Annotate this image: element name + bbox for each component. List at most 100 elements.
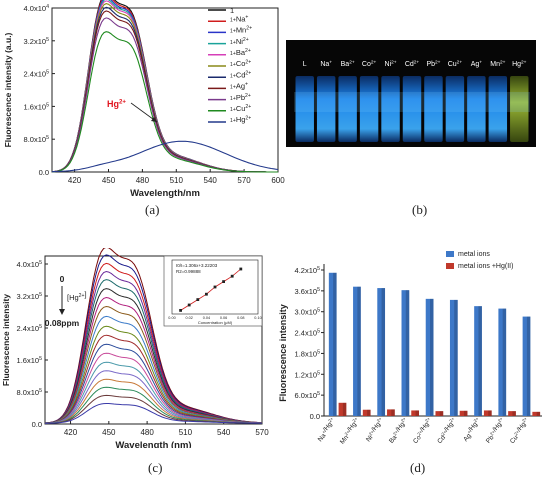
y-tick-label-c: 2.4x105 [17, 324, 43, 333]
vial [359, 76, 379, 142]
bar-shade [502, 308, 507, 416]
inset-point [205, 292, 208, 296]
panel-label-d: (d) [410, 460, 426, 475]
plot-frame-c [44, 255, 263, 425]
y-tick-label-d: 1.2x105 [295, 370, 321, 379]
legend-swatch-d [446, 263, 454, 269]
bar-shade [405, 290, 410, 416]
inset-point [239, 267, 243, 271]
category-label-d: Ag+/Hg2+ [459, 416, 484, 443]
inset-plot-frame [171, 259, 259, 315]
x-tick-label-c: 450 [102, 428, 116, 437]
y-tick-label-d: 2.4x105 [295, 329, 321, 338]
legend-label-a: 1+Mn2+ [230, 26, 252, 35]
annotation-label-c: [Hg2+] [67, 290, 87, 302]
vial-label: Ag+ [471, 60, 483, 68]
bar-shade [381, 288, 386, 416]
bar-shade [488, 410, 492, 416]
legend-label-a: 1+Ag+ [230, 82, 248, 91]
bar-metal-ions-hg [483, 410, 492, 416]
vial-label: Pb2+ [426, 59, 440, 68]
spectrum-line-a [51, 140, 279, 173]
category-label-d: Mn2+/Hg2+ [336, 416, 363, 446]
legend-label-d: metal ions [458, 251, 490, 258]
y-tick-label-d: 6.0x105 [295, 391, 321, 400]
x-tick-label-a: 570 [237, 176, 251, 185]
vial-label: Ba2+ [341, 59, 355, 68]
x-axis-title-a: Wavelength/nm [130, 188, 200, 199]
inset-frame [163, 255, 263, 327]
vial [381, 76, 400, 142]
y-tick-label-a: 4.0x104 [24, 4, 50, 13]
legend-label-a: 1+Hg2+ [230, 115, 251, 124]
bar-metal-ions [353, 286, 361, 416]
inset-x-tick-label: 0.02 [186, 316, 193, 320]
x-tick-label-a: 450 [102, 176, 116, 185]
annotation-arrowhead-a [151, 117, 157, 122]
vial-photo: L Na+ Ba2+ Co2+ Ni2+ Cd2+ Pb2+ Cu2+ Ag+ Mn2+ Hg2+ [286, 40, 536, 147]
y-tick-label-c: 3.2x105 [17, 292, 43, 301]
category-label-d: Ba2+/Hg2+ [385, 416, 412, 445]
legend-label-a: 1+Co2+ [230, 59, 251, 68]
y-tick-label-a: 0.0 [39, 168, 49, 177]
bar-metal-ions-hg [362, 409, 371, 416]
bar-metal-ions [474, 306, 482, 416]
y-tick-label-d: 3.6x105 [295, 287, 321, 296]
x-tick-label-c: 480 [140, 428, 154, 437]
y-tick-label-d: 3.0x105 [295, 308, 321, 317]
vial [510, 76, 529, 142]
chart-a: 420 450 480 510 540 570 600 0.0 8.0x105 1.6x105 2.… [3, 0, 285, 199]
panel-label-c: (c) [148, 460, 163, 475]
x-tick-label-c: 510 [179, 428, 193, 437]
plot-frame-a [51, 7, 279, 173]
inset-x-tick-label: 0.10 [254, 316, 261, 320]
inset-x-tick-label: 0.06 [220, 316, 227, 320]
inset-fit-line [180, 268, 242, 311]
legend-label-d: metal ions +Hg(II) [458, 263, 513, 270]
inset-x-title: Concentration (μM) [198, 320, 233, 325]
annotation-top-c: 0 [60, 274, 65, 284]
y-tick-label-c: 4.0x105 [17, 260, 43, 269]
y-tick-label-c: 0.0 [32, 420, 42, 429]
inset-x-tick-label: 0.08 [237, 316, 244, 320]
y-tick-label-c: 1.6x105 [17, 356, 43, 365]
glow-band [294, 92, 530, 112]
bar-shade [415, 410, 420, 416]
bar-metal-ions [328, 272, 337, 416]
bar-metal-ions [401, 290, 410, 416]
legend-label-a: 1 [230, 6, 234, 15]
bar-shade [526, 316, 531, 416]
bar-metal-ions-hg [338, 402, 347, 416]
bar-shade [454, 299, 458, 416]
bar-shade [478, 306, 482, 416]
legend-label-a: 1+Na+ [230, 14, 248, 23]
bar-metal-ions [377, 288, 386, 416]
x-tick-label-c: 570 [255, 428, 269, 437]
bar-metal-ions-hg [459, 410, 468, 416]
inset-r2: R2=0.99888 [176, 269, 201, 274]
vial [338, 76, 357, 142]
inset-x-tick-label: 0.00 [168, 316, 175, 320]
annotation-bottom-c: 0.08ppm [45, 318, 80, 328]
inset-point [230, 274, 234, 278]
legend-label-a: 1+Pb2+ [230, 93, 251, 102]
x-tick-label-c: 420 [64, 428, 78, 437]
inset-equation: I0/I=1.306x+3.22203 [176, 263, 218, 268]
y-axis-title-d: Fluorescence intensity [278, 304, 288, 402]
hg-annotation-a: Hg2+ [107, 99, 126, 109]
bar-shade [391, 409, 395, 416]
panel-label-a: (a) [145, 202, 160, 217]
vial [295, 76, 314, 142]
bar-shade [333, 272, 337, 416]
legend-swatch-d [446, 251, 454, 257]
bar-shade [342, 402, 347, 416]
bar-shade [439, 411, 444, 416]
vial [488, 76, 508, 142]
y-tick-label-a: 8.0x105 [24, 135, 50, 144]
bar-metal-ions [522, 316, 531, 416]
chart-d: 0.0 6.0x105 1.2x105 1.8x105 2.4x105 3.0x105 3.… [278, 251, 542, 446]
inset-x-tick-label: 0.04 [203, 316, 210, 320]
vial-label: Mn2+ [490, 59, 505, 68]
bar-metal-ions-hg [387, 409, 395, 416]
x-tick-label-a: 420 [68, 176, 82, 185]
